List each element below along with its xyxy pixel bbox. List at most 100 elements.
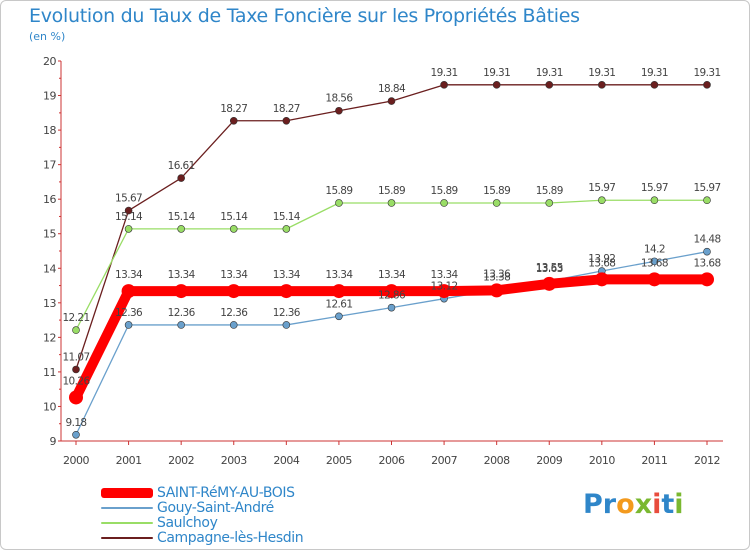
legend-label: Campagne-lès-Hesdin xyxy=(157,529,304,546)
data-point xyxy=(440,199,448,207)
data-label: 10.26 xyxy=(62,375,90,387)
data-point xyxy=(387,303,396,312)
data-point xyxy=(492,199,501,207)
data-label: 14.2 xyxy=(644,243,665,255)
y-tick-label: 10 xyxy=(43,400,56,413)
data-label: 15.97 xyxy=(588,182,615,194)
legend-item: Campagne-lès-Hesdin xyxy=(101,529,304,546)
data-point xyxy=(387,97,396,105)
data-label: 19.31 xyxy=(431,67,458,79)
y-tick-label: 14 xyxy=(43,262,56,275)
series-saint-r-my-au-bois xyxy=(69,272,714,405)
data-point xyxy=(440,81,448,89)
data-point xyxy=(72,326,80,334)
chart-title: Evolution du Taux de Taxe Foncière sur l… xyxy=(29,5,580,27)
series-campagne-l-s-hesdin xyxy=(72,81,711,374)
data-point xyxy=(545,81,554,89)
y-tick-label: 15 xyxy=(43,228,56,241)
data-label: 12.36 xyxy=(168,307,196,319)
data-point xyxy=(700,272,714,287)
data-point xyxy=(437,284,452,299)
series-line xyxy=(75,84,708,371)
data-point xyxy=(229,321,238,329)
data-label: 15.67 xyxy=(115,193,142,205)
data-label: 16.61 xyxy=(168,160,195,172)
data-label: 12.61 xyxy=(325,298,352,310)
data-label: 13.34 xyxy=(168,269,196,281)
x-tick-label: 2010 xyxy=(589,454,615,467)
data-label: 15.14 xyxy=(273,211,301,223)
data-point xyxy=(703,81,711,89)
legend-label: Gouy-Saint-André xyxy=(157,499,274,516)
data-label: 13.34 xyxy=(220,269,248,281)
logo-letter: P xyxy=(583,489,603,520)
logo-letter: t xyxy=(661,489,675,520)
data-label: 15.14 xyxy=(220,211,248,223)
logo-letter: x xyxy=(634,489,653,520)
data-label: 13.68 xyxy=(588,257,615,269)
y-tick-label: 20 xyxy=(43,55,56,68)
logo-letter: i xyxy=(652,489,662,520)
data-point xyxy=(492,81,501,89)
logo-letter: i xyxy=(674,489,684,520)
data-point xyxy=(647,272,662,287)
y-tick-label: 19 xyxy=(43,90,56,103)
x-tick-label: 2002 xyxy=(168,454,194,467)
y-tick-label: 11 xyxy=(43,366,56,379)
data-label: 15.89 xyxy=(536,185,563,197)
data-label: 13.34 xyxy=(115,269,143,281)
data-label: 19.31 xyxy=(483,67,510,79)
data-point xyxy=(282,225,291,233)
data-point xyxy=(72,365,80,374)
data-point xyxy=(650,257,659,266)
data-label: 13.63 xyxy=(536,263,563,275)
data-point xyxy=(124,225,133,233)
data-label: 19.31 xyxy=(536,67,563,79)
data-label: 15.89 xyxy=(378,185,405,197)
data-label: 12.36 xyxy=(220,307,248,319)
x-tick-label: 2006 xyxy=(379,454,405,467)
data-label: 13.38 xyxy=(483,272,510,284)
chart-legend: SAINT-RéMY-AU-BOIS Gouy-Saint-André Saulch… xyxy=(101,484,304,546)
data-label: 13.92 xyxy=(588,253,615,265)
data-label: 19.31 xyxy=(588,67,615,79)
x-tick-label: 2008 xyxy=(484,454,510,467)
data-label: 12.86 xyxy=(378,290,406,302)
data-point xyxy=(335,106,343,115)
logo-letter: o xyxy=(616,489,635,520)
data-point xyxy=(174,284,189,299)
legend-item: Gouy-Saint-André xyxy=(101,500,303,515)
data-point xyxy=(703,247,711,256)
data-point xyxy=(177,321,185,329)
data-label: 19.31 xyxy=(693,67,720,79)
data-label: 15.97 xyxy=(693,182,720,194)
data-point xyxy=(124,321,133,329)
data-point xyxy=(72,430,80,439)
data-label: 18.56 xyxy=(325,93,353,105)
data-point xyxy=(545,199,554,207)
data-label: 13.34 xyxy=(431,269,459,281)
data-label: 15.89 xyxy=(483,185,510,197)
data-label: 11.07 xyxy=(62,351,89,363)
legend-label: SAINT-RéMY-AU-BOIS xyxy=(157,484,295,501)
data-label: 19.31 xyxy=(641,67,668,79)
proxiti-logo: Proxiti xyxy=(583,489,684,520)
data-label: 18.27 xyxy=(273,103,300,115)
x-tick-label: 2001 xyxy=(116,454,142,467)
y-tick-label: 12 xyxy=(43,331,56,344)
data-label: 13.68 xyxy=(641,257,668,269)
x-tick-label: 2011 xyxy=(641,454,667,467)
data-label: 12.21 xyxy=(62,312,89,324)
x-tick-label: 2009 xyxy=(536,454,562,467)
legend-label: Saulchoy xyxy=(157,514,218,531)
data-label: 13.68 xyxy=(693,257,720,269)
x-tick-label: 2007 xyxy=(431,454,457,467)
data-point xyxy=(489,283,504,298)
data-label: 13.12 xyxy=(431,281,458,293)
data-label: 13.34 xyxy=(273,269,301,281)
y-tick-label: 16 xyxy=(43,193,56,206)
x-tick-label: 2004 xyxy=(273,454,299,467)
x-tick-label: 2003 xyxy=(221,454,247,467)
